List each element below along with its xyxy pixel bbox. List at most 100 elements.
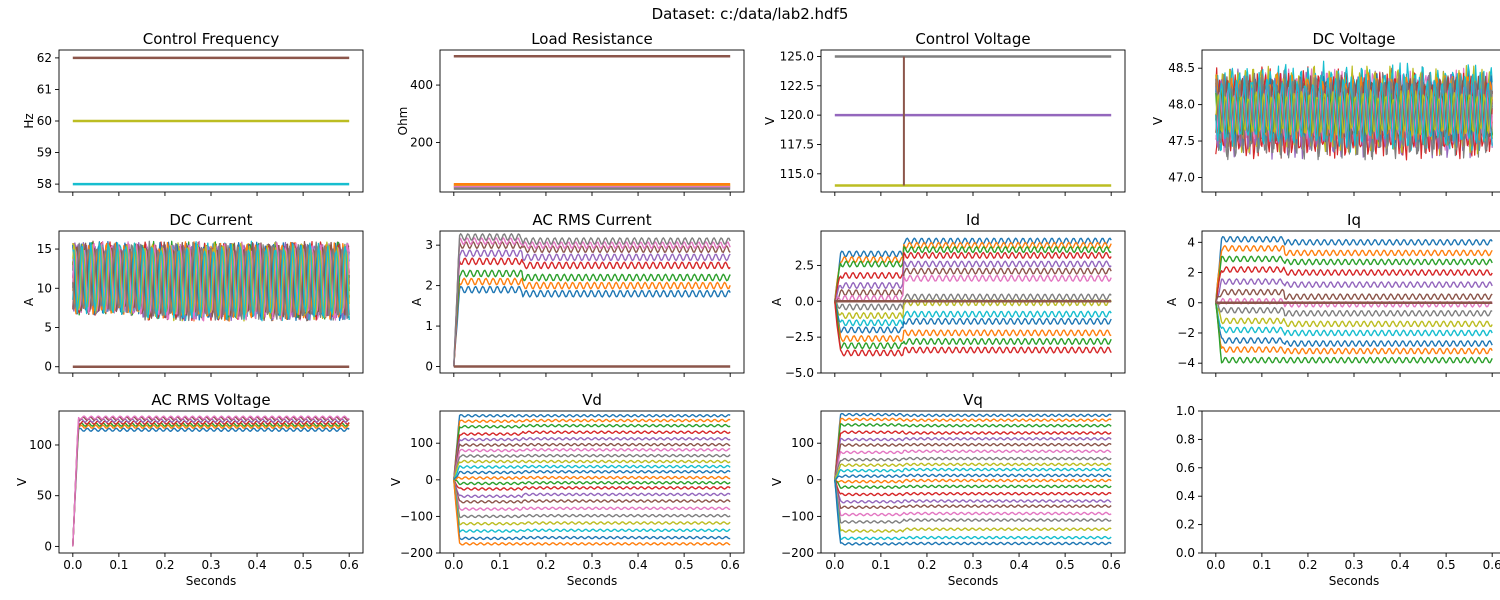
y-axis-label: Hz [22, 113, 36, 128]
y-tick-label: 48.5 [1168, 61, 1195, 75]
x-tick-label: 0.6 [721, 558, 740, 572]
x-tick-label: 0.3 [201, 558, 220, 572]
series-group [453, 55, 731, 190]
series-line [72, 240, 350, 322]
series-line [834, 462, 1112, 481]
y-tick-label: 3 [425, 238, 433, 252]
series-line [1215, 302, 1493, 337]
x-tick-label: 0.2 [536, 558, 555, 572]
series-line [453, 241, 731, 367]
subplot-dc-current: 0 5 10 15 DC Current A [22, 211, 364, 377]
series-line [453, 479, 731, 486]
series-line [1215, 71, 1493, 150]
series-line [834, 479, 1112, 546]
y-axis-label: A [22, 297, 36, 306]
x-tick-label: 0.3 [963, 558, 982, 572]
series-line [453, 414, 731, 480]
series-line [834, 479, 1112, 509]
y-tick-label: 120.0 [780, 108, 814, 122]
y-axis-label: V [389, 477, 403, 486]
series-line [834, 467, 1112, 481]
x-tick-label: 0.1 [109, 558, 128, 572]
series-line [453, 249, 731, 367]
x-tick-label: 0.3 [582, 558, 601, 572]
y-tick-label: 200 [410, 136, 433, 150]
series-line [834, 417, 1112, 480]
figure-suptitle: Dataset: c:/data/lab2.hdf5 [652, 5, 849, 23]
series-line [1215, 302, 1493, 355]
x-tick-label: 0.6 [1102, 558, 1121, 572]
subplot-title: Control Frequency [143, 30, 280, 48]
y-tick-label: 115.0 [780, 167, 814, 181]
series-line [834, 237, 1112, 302]
series-line [834, 293, 1112, 311]
axes-frame [439, 49, 745, 193]
series-line [453, 479, 731, 546]
series-line [834, 479, 1112, 541]
subplot-vq: 0.0 0.1 0.2 0.3 0.4 0.5 0.6 −200 −100 0 100 Vq V Seco… [770, 391, 1126, 588]
series-line [834, 301, 1112, 334]
series-line [453, 285, 731, 367]
series-line [834, 479, 1112, 524]
y-tick-label: 0 [425, 360, 433, 374]
series-line [834, 274, 1112, 302]
x-tick-label: 0.3 [1344, 558, 1363, 572]
y-tick-label: −200 [781, 546, 814, 560]
y-tick-label: 62 [37, 51, 52, 65]
series-line [453, 437, 731, 480]
subplot-title: Control Voltage [915, 30, 1030, 48]
series-line [834, 479, 1112, 517]
x-tick-label: 0.4 [629, 558, 648, 572]
series-line [72, 242, 350, 320]
series-group [453, 414, 731, 546]
series-group [72, 415, 350, 547]
subplot-title: AC RMS Voltage [151, 391, 270, 409]
y-axis-label: V [770, 477, 784, 486]
series-line [72, 420, 350, 547]
x-tick-label: 0.4 [1391, 558, 1410, 572]
series-line [453, 464, 731, 481]
subplot-ac-rms-voltage: 0.0 0.1 0.2 0.3 0.4 0.5 0.6 0 50 100 AC RMS Voltag… [15, 391, 364, 588]
x-axis-label: Seconds [1329, 574, 1379, 588]
series-line [72, 241, 350, 321]
series-line [453, 442, 731, 480]
y-tick-label: 0.0 [795, 294, 814, 308]
y-tick-label: −2.5 [785, 330, 814, 344]
series-line [834, 478, 1112, 484]
x-tick-label: 0.4 [248, 558, 267, 572]
y-axis-label: A [1165, 297, 1179, 306]
series-line [834, 456, 1112, 480]
series-line [453, 237, 731, 367]
y-tick-label: 100 [29, 438, 52, 452]
subplot-ac-rms-current: 0 1 2 3 AC RMS Current A [410, 211, 745, 377]
y-tick-label: 61 [37, 82, 52, 96]
subplot-title: Iq [1347, 211, 1361, 229]
series-group [1215, 235, 1493, 364]
series-line [1215, 301, 1493, 317]
x-tick-label: 0.1 [1252, 558, 1271, 572]
x-axis-label: Seconds [948, 574, 998, 588]
subplot-title: Load Resistance [531, 30, 653, 48]
x-tick-label: 0.5 [1437, 558, 1456, 572]
y-tick-label: 58 [37, 177, 52, 191]
series-line [1215, 302, 1493, 347]
subplot-control-frequency: 58 59 60 61 62 Control Frequency Hz [22, 30, 364, 196]
series-line [453, 479, 731, 541]
subplot-vd: 0.0 0.1 0.2 0.3 0.4 0.5 0.6 −200 −100 0 100 Vd V Seco… [389, 391, 745, 588]
series-line [1215, 235, 1493, 303]
y-tick-label: 0 [806, 473, 814, 487]
series-line [72, 422, 350, 547]
series-line [453, 479, 731, 519]
series-line [453, 430, 731, 480]
y-tick-label: 2 [425, 279, 433, 293]
series-line [72, 241, 350, 322]
series-line [834, 442, 1112, 480]
x-tick-label: 0.2 [1298, 558, 1317, 572]
subplot-control-voltage: 115.0 117.5 120.0 122.5 125.0 Control Voltage… [763, 30, 1126, 196]
series-line [834, 301, 1112, 327]
y-axis-label: Ohm [396, 107, 410, 136]
y-tick-label: 10 [37, 281, 52, 295]
y-tick-label: 47.5 [1168, 134, 1195, 148]
y-tick-label: 0 [1187, 296, 1195, 310]
series-group [72, 240, 350, 368]
